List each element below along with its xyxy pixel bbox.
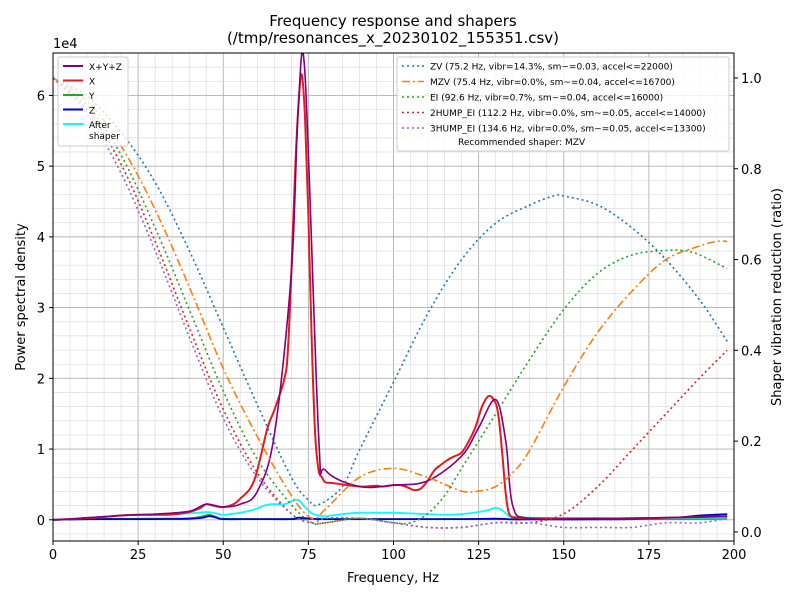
- shaper-line-1: [53, 77, 728, 520]
- legend-shaper-label: 2HUMP_EI (112.2 Hz, vibr=0.0%, sm~=0.05,…: [430, 109, 706, 119]
- y2-tick-label: 1.0: [741, 72, 762, 87]
- x-axis-ticks: 0 25 50 75 100 125 150 175 200: [49, 541, 747, 563]
- legend-psd-label: After: [89, 121, 111, 131]
- x-tick-label: 25: [130, 548, 147, 563]
- y-tick-label: 5: [37, 160, 45, 175]
- legend-shaper-label: ZV (75.2 Hz, vibr=14.3%, sm~=0.03, accel…: [430, 63, 673, 73]
- legend-psd-label: Y: [88, 92, 95, 102]
- x-tick-label: 175: [636, 548, 661, 563]
- x-tick-label: 150: [551, 548, 576, 563]
- legend-psd-label: shaper: [89, 132, 120, 142]
- x-axis-label: Frequency, Hz: [347, 571, 439, 586]
- psd-lines: [53, 53, 728, 521]
- legend-shaper-label: 3HUMP_EI (134.6 Hz, vibr=0.0%, sm~=0.05,…: [430, 125, 706, 135]
- y-offset-label: 1e4: [53, 37, 78, 52]
- legend-psd-label: X+Y+Z: [89, 63, 122, 73]
- chart-subtitle: (/tmp/resonances_x_20230102_155351.csv): [227, 29, 559, 48]
- x-tick-label: 100: [381, 548, 406, 563]
- legend-recommendation: Recommended shaper: MZV: [458, 138, 586, 148]
- y2-tick-label: 0.4: [741, 344, 762, 359]
- y2-axis-label: Shaper vibration reduction (ratio): [770, 188, 785, 406]
- y-tick-label: 3: [37, 302, 45, 317]
- y-tick-label: 4: [37, 231, 45, 246]
- x-tick-label: 125: [466, 548, 491, 563]
- y2-tick-label: 0.8: [741, 163, 762, 178]
- y-tick-label: 6: [37, 89, 45, 104]
- y-tick-label: 1: [37, 443, 45, 458]
- x-tick-label: 0: [49, 548, 57, 563]
- shaper-line-3: [53, 77, 728, 529]
- legend-psd-label: Z: [89, 107, 95, 117]
- legend-psd-label: X: [89, 78, 95, 88]
- x-tick-label: 50: [215, 548, 232, 563]
- y-tick-label: 0: [37, 514, 45, 529]
- y2-tick-label: 0.6: [741, 254, 762, 269]
- legend-shapers: Recommended shaper: MZV ZV (75.2 Hz, vib…: [396, 56, 730, 152]
- y-axis-ticks: 0 1 2 3 4 5 6: [37, 89, 53, 529]
- chart-title: Frequency response and shapers: [269, 12, 517, 30]
- y2-axis-ticks: 0.0 0.2 0.4 0.6 0.8 1.0: [734, 72, 762, 541]
- y-axis-label: Power spectral density: [14, 223, 29, 371]
- legend-shapers-box: [396, 56, 730, 152]
- psd-line-after-shaper: [53, 498, 728, 521]
- x-tick-label: 75: [300, 548, 317, 563]
- psd-line-x-y-z: [53, 53, 728, 521]
- y2-tick-label: 0.0: [741, 526, 762, 541]
- shaper-lines: [53, 77, 728, 529]
- y-tick-label: 2: [37, 372, 45, 387]
- legend-shaper-label: MZV (75.4 Hz, vibr=0.0%, sm~=0.04, accel…: [430, 78, 675, 88]
- legend-shaper-label: EI (92.6 Hz, vibr=0.7%, sm~=0.04, accel<…: [430, 94, 663, 104]
- y2-tick-label: 0.2: [741, 435, 762, 450]
- x-tick-label: 200: [722, 548, 747, 563]
